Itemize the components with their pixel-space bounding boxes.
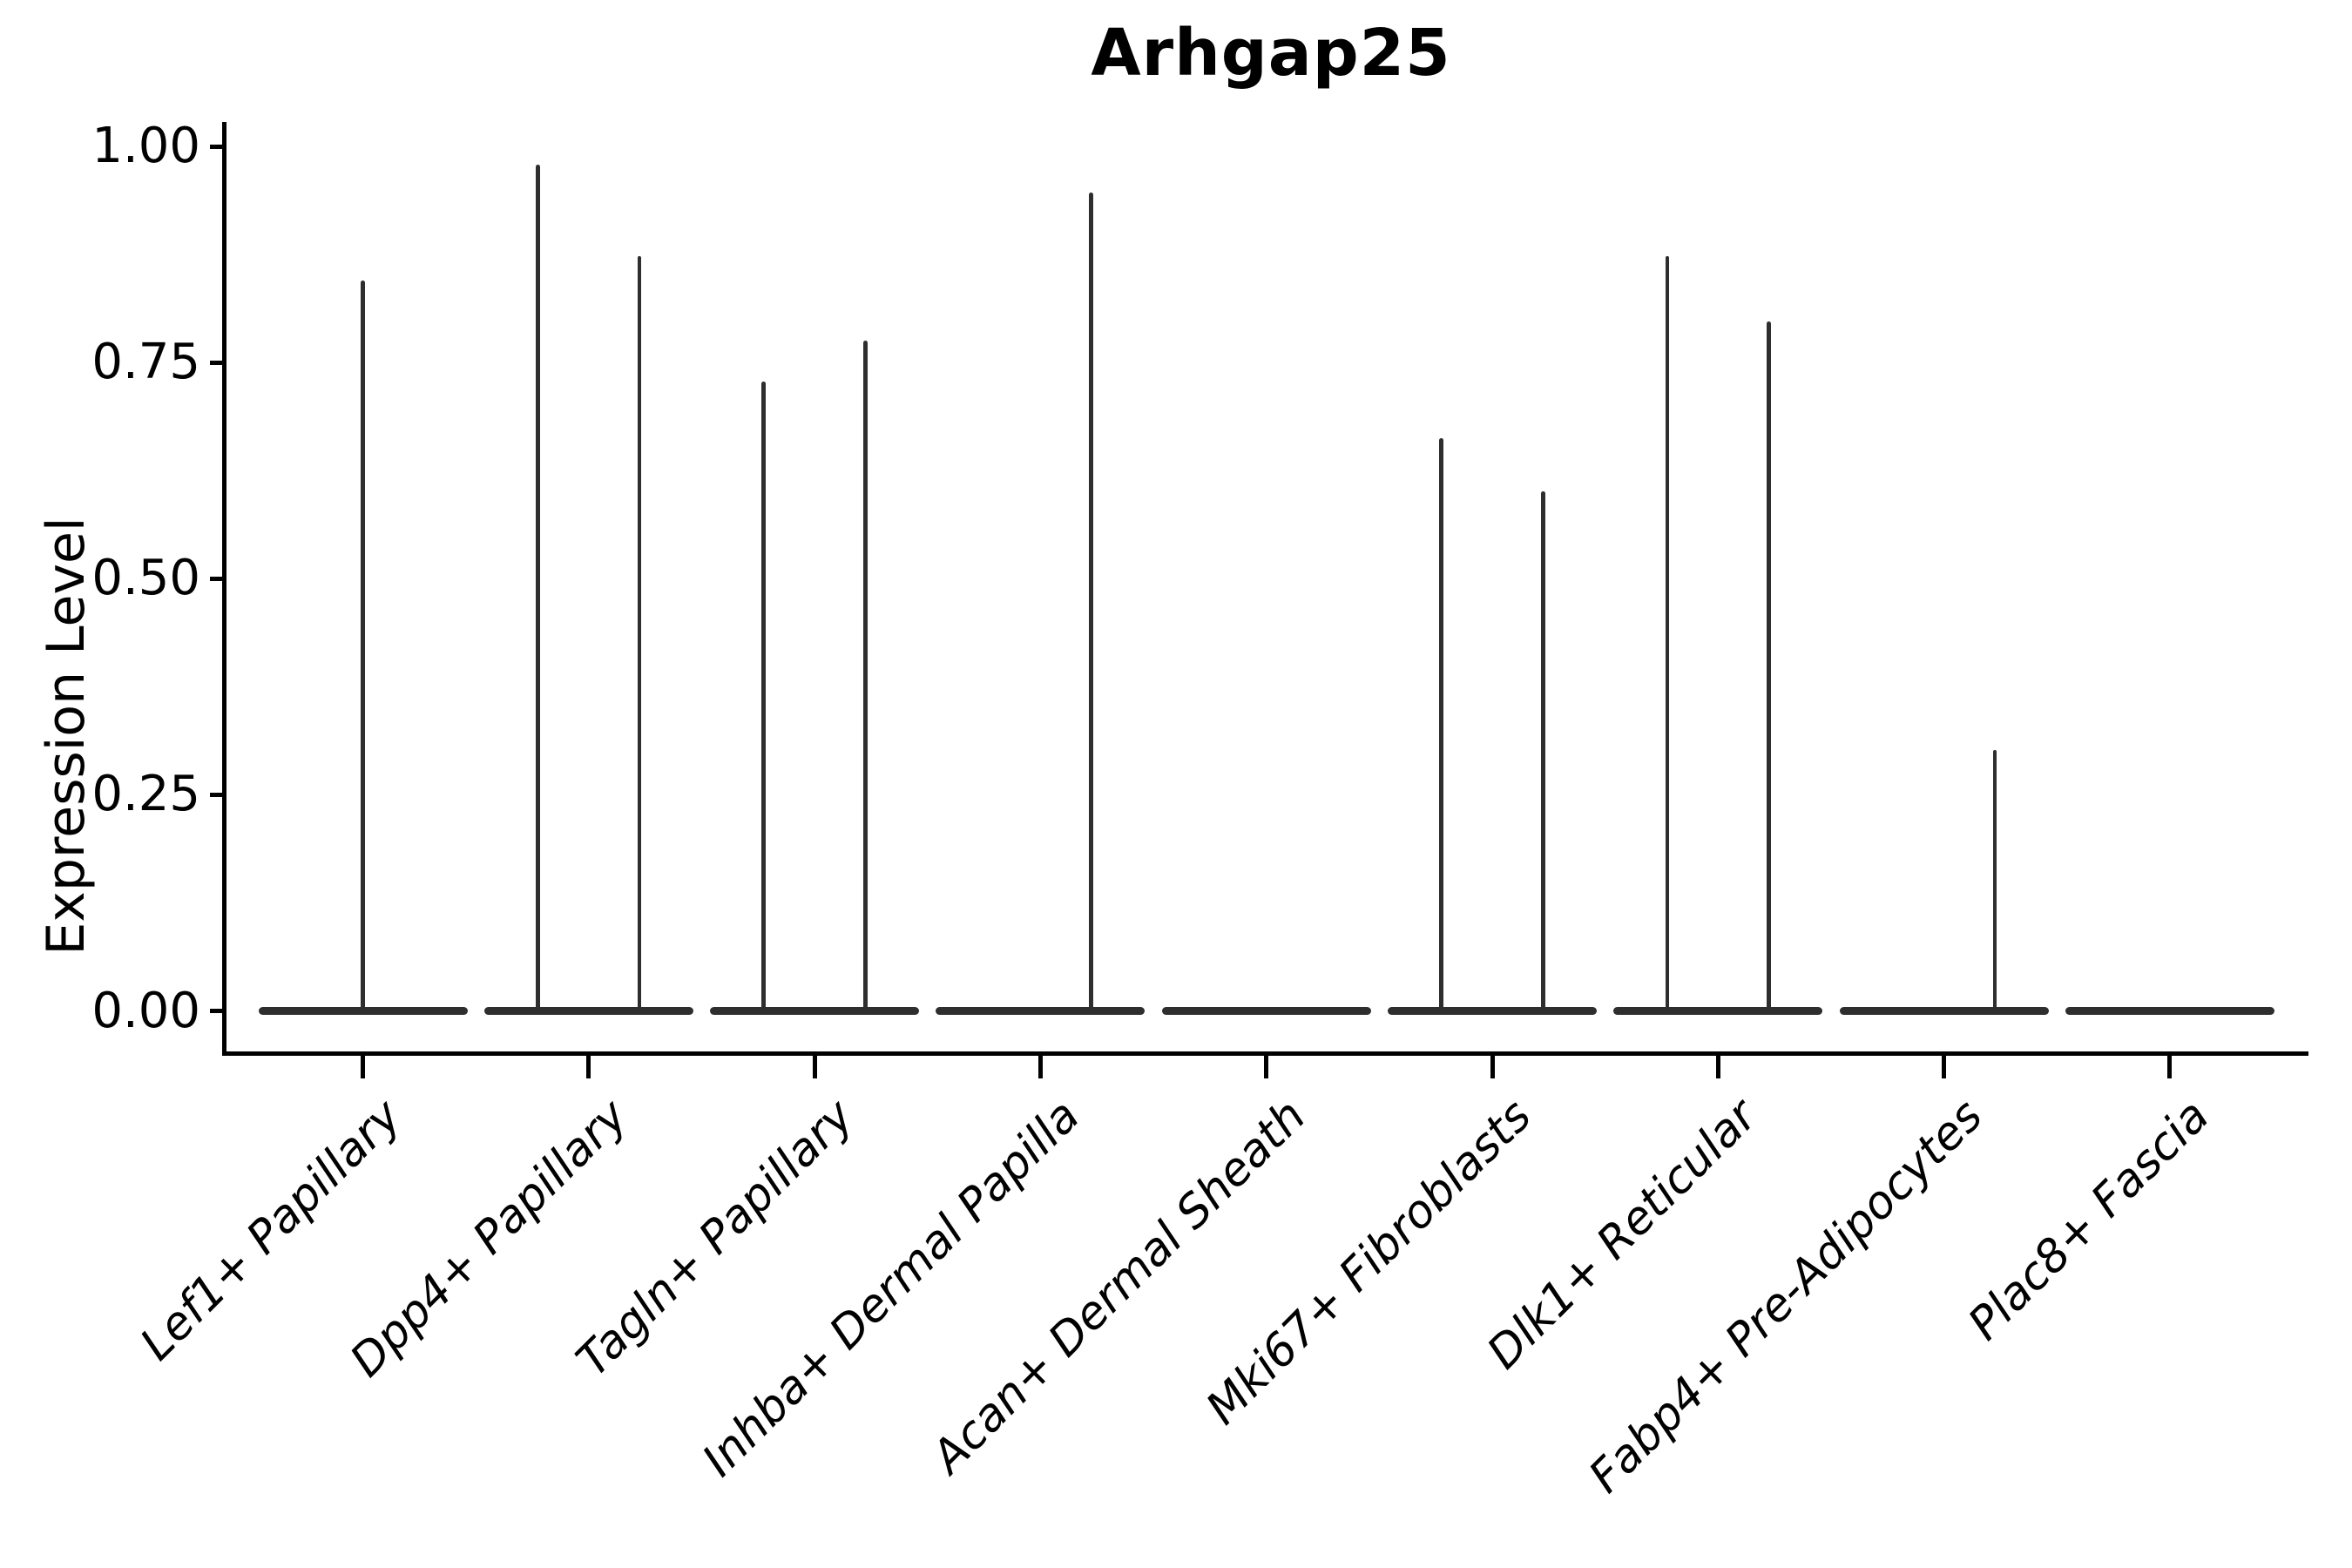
x-category-label: Inhba+ Dermal Papilla: [693, 1090, 1090, 1487]
x-tick: [1490, 1056, 1495, 1078]
violin-baseline: [1613, 1007, 1823, 1015]
violin-spike: [1665, 256, 1670, 1011]
bottom-spine: [222, 1051, 2308, 1056]
plot-title: Arhgap25: [1091, 16, 1451, 91]
violin-spike: [1992, 749, 1997, 1011]
x-tick: [361, 1056, 365, 1078]
y-tick-label: 0.75: [91, 334, 200, 391]
y-tick-label: 1.00: [91, 118, 200, 174]
x-tick: [1715, 1056, 1720, 1078]
violin-baseline: [1839, 1007, 2049, 1015]
violin-spike: [1541, 491, 1545, 1011]
x-tick: [1264, 1056, 1269, 1078]
violin-baseline: [2065, 1007, 2274, 1015]
x-tick: [1037, 1056, 1043, 1078]
y-tick: [210, 576, 224, 581]
y-tick: [210, 360, 224, 365]
violin-baseline: [1388, 1007, 1597, 1015]
y-tick-label: 0.25: [91, 766, 200, 823]
x-category-label: Plac8+ Fascia: [1958, 1090, 2220, 1351]
x-tick: [586, 1056, 591, 1078]
violin-spike: [637, 256, 642, 1011]
y-tick: [210, 792, 224, 797]
x-tick: [812, 1056, 817, 1078]
x-category-label: Acan+ Dermal Sheath: [922, 1090, 1316, 1484]
violin-baseline: [1161, 1007, 1371, 1015]
violin-spike: [1439, 438, 1443, 1011]
violin-baseline: [936, 1007, 1146, 1015]
x-tick: [2167, 1056, 2173, 1078]
x-tick: [1942, 1056, 1947, 1078]
y-tick: [210, 144, 224, 149]
violin-baseline: [258, 1007, 468, 1015]
violin-spike: [361, 280, 365, 1011]
violin-spike: [1767, 321, 1771, 1011]
y-tick-label: 0.50: [91, 550, 200, 607]
violin-spike: [536, 164, 540, 1011]
violin-baseline: [710, 1007, 920, 1015]
violin-spike: [1089, 192, 1094, 1011]
x-category-label: Fabp4+ Pre-Adipocytes: [1579, 1090, 1994, 1504]
violin-spike: [863, 341, 868, 1011]
y-tick: [210, 1009, 224, 1013]
violin-baseline: [483, 1007, 693, 1015]
y-tick-label: 0.00: [91, 982, 200, 1039]
left-spine: [222, 122, 226, 1056]
violin-spike: [761, 381, 767, 1011]
